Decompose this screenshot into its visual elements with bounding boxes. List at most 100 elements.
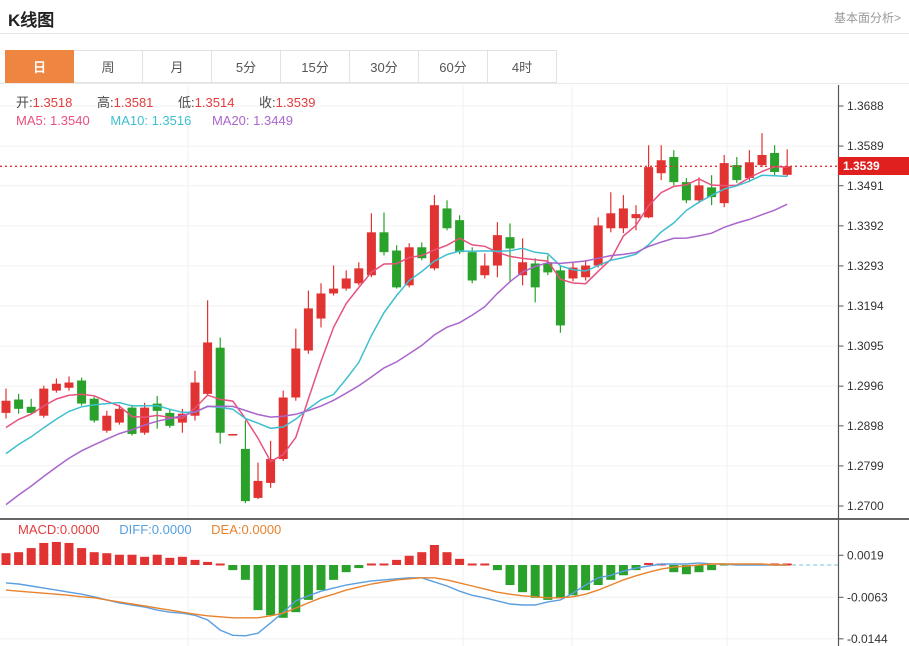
macd-bar[interactable] [203, 561, 213, 565]
candle[interactable] [152, 395, 162, 429]
candle[interactable] [644, 145, 654, 219]
macd-bar[interactable] [669, 565, 679, 573]
macd-bar[interactable] [694, 565, 704, 573]
candle[interactable] [77, 377, 87, 406]
macd-bar[interactable] [102, 553, 112, 565]
candle[interactable] [770, 145, 780, 176]
macd-bar[interactable] [51, 541, 61, 565]
candle[interactable] [757, 133, 767, 168]
candle[interactable] [417, 242, 427, 261]
macd-bar[interactable] [455, 558, 465, 565]
candle[interactable] [669, 150, 679, 186]
macd-bar[interactable] [467, 563, 477, 566]
macd-bar[interactable] [492, 565, 502, 571]
candle[interactable] [114, 404, 124, 425]
candle[interactable] [140, 402, 150, 435]
tab-period-4[interactable]: 15分 [281, 50, 350, 83]
macd-bar[interactable] [64, 542, 74, 565]
tab-period-6[interactable]: 60分 [419, 50, 488, 83]
candle[interactable] [707, 175, 717, 206]
candle[interactable] [203, 300, 213, 396]
candle[interactable] [429, 195, 439, 271]
candles-group[interactable] [1, 133, 792, 504]
tab-period-7[interactable]: 4时 [488, 50, 557, 83]
macd-bar[interactable] [354, 565, 364, 569]
candle[interactable] [568, 262, 578, 282]
candle[interactable] [681, 178, 691, 204]
candle[interactable] [467, 247, 477, 284]
macd-bar[interactable] [39, 542, 49, 565]
candle[interactable] [64, 376, 74, 391]
candle[interactable] [555, 265, 565, 333]
macd-bar[interactable] [1, 553, 11, 565]
macd-bar[interactable] [593, 565, 603, 585]
macd-bar[interactable] [177, 556, 187, 565]
candle[interactable] [89, 396, 99, 423]
macd-bar[interactable] [518, 565, 528, 593]
candle[interactable] [26, 398, 36, 415]
candle[interactable] [316, 283, 326, 328]
candle[interactable] [303, 290, 313, 354]
candle[interactable] [719, 154, 729, 208]
macd-bar[interactable] [89, 552, 99, 565]
candle[interactable] [1, 388, 11, 419]
macd-bar[interactable] [530, 565, 540, 598]
macd-bar[interactable] [581, 565, 591, 591]
candle[interactable] [543, 255, 553, 276]
candle[interactable] [379, 212, 389, 256]
candle[interactable] [354, 262, 364, 286]
candle[interactable] [631, 205, 641, 231]
candle[interactable] [341, 270, 351, 291]
macd-bar[interactable] [442, 552, 452, 565]
candle[interactable] [694, 177, 704, 204]
macd-bar[interactable] [404, 555, 414, 565]
candle[interactable] [329, 265, 339, 296]
tab-period-3[interactable]: 5分 [212, 50, 281, 83]
macd-bar[interactable] [266, 565, 276, 616]
candle[interactable] [51, 378, 61, 393]
macd-bar[interactable] [568, 565, 578, 596]
macd-bar[interactable] [77, 548, 87, 565]
macd-bar[interactable] [114, 554, 124, 565]
macd-bar[interactable] [707, 565, 717, 571]
macd-bar[interactable] [366, 563, 376, 566]
macd-bar[interactable] [127, 554, 137, 565]
candle[interactable] [291, 328, 301, 401]
candle[interactable] [480, 253, 490, 279]
macd-bar[interactable] [165, 557, 175, 565]
candle[interactable] [505, 223, 515, 283]
macd-bar[interactable] [606, 565, 616, 580]
macd-bar[interactable] [555, 565, 565, 598]
tab-period-2[interactable]: 月 [143, 50, 212, 83]
macd-bar[interactable] [240, 565, 250, 580]
candle[interactable] [442, 200, 452, 231]
macd-bar[interactable] [152, 554, 162, 565]
macd-bar[interactable] [253, 565, 263, 611]
candle[interactable] [240, 420, 250, 504]
candle[interactable] [266, 440, 276, 488]
tab-period-5[interactable]: 30分 [350, 50, 419, 83]
candle[interactable] [366, 213, 376, 278]
macd-bar[interactable] [291, 565, 301, 613]
macd-bar[interactable] [379, 563, 389, 566]
candle[interactable] [228, 433, 238, 436]
candle[interactable] [518, 238, 528, 286]
fundamental-analysis-link[interactable]: 基本面分析> [833, 11, 901, 25]
candle[interactable] [782, 149, 792, 177]
macd-bar[interactable] [417, 552, 427, 565]
macd-bar[interactable] [429, 545, 439, 565]
candle[interactable] [732, 157, 742, 183]
macd-bar[interactable] [618, 565, 628, 576]
macd-bar[interactable] [26, 548, 36, 565]
candle[interactable] [14, 393, 24, 414]
candle[interactable] [392, 245, 402, 289]
macd-bar[interactable] [316, 565, 326, 591]
macd-bar[interactable] [303, 565, 313, 600]
candle[interactable] [618, 195, 628, 234]
macd-bar[interactable] [543, 565, 553, 600]
candle[interactable] [593, 217, 603, 268]
tab-period-0[interactable]: 日 [5, 50, 74, 83]
macd-bar[interactable] [228, 565, 238, 571]
candle[interactable] [39, 385, 49, 418]
